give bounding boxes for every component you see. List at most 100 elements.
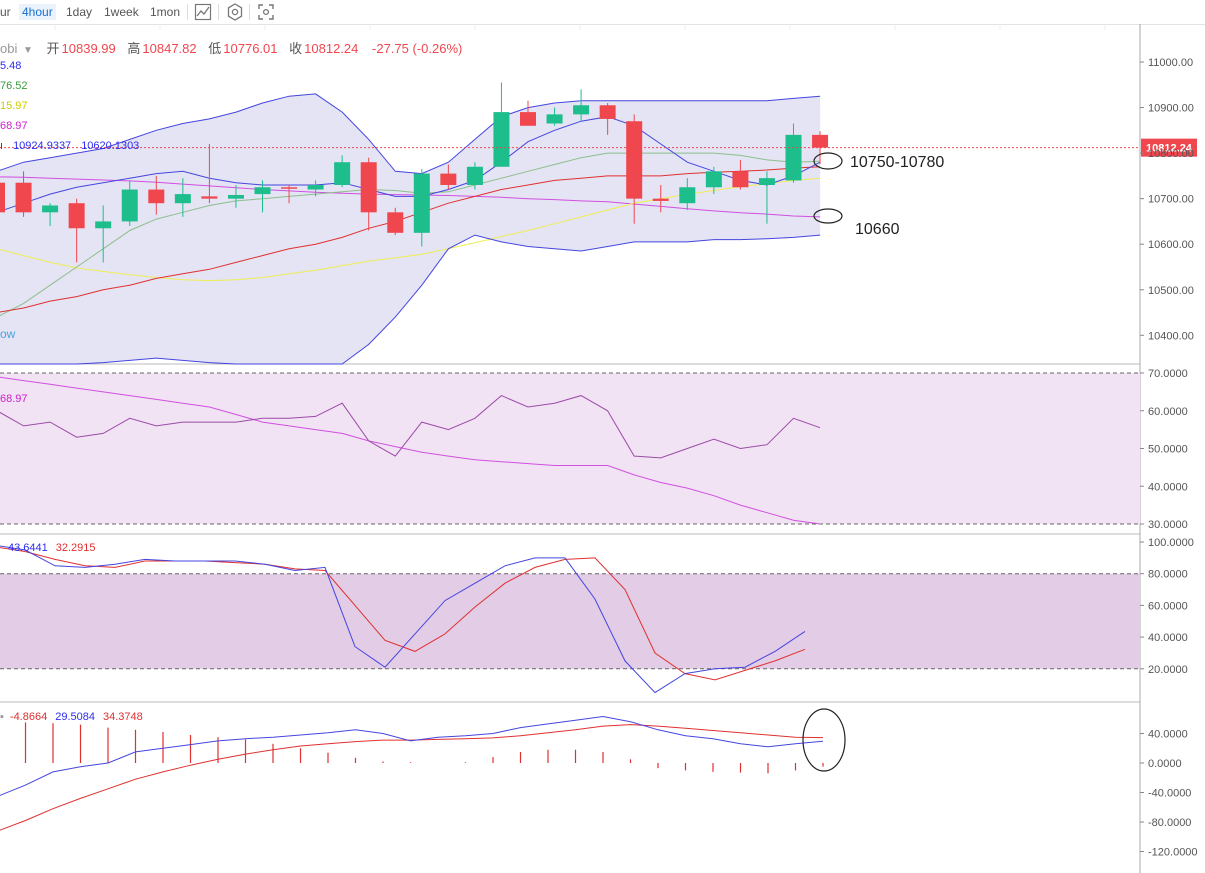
ma-legend-4: 68.97 [0, 120, 28, 132]
ma-legend-3: 15.97 [0, 100, 28, 112]
candle-body [387, 212, 404, 233]
kdj-k-value: 43.6441 [8, 542, 48, 554]
rsi-legend: 68.97 [0, 393, 28, 405]
open-label: 开 [46, 41, 60, 56]
candle-body [121, 189, 138, 222]
annotation-ellipse-macd [802, 708, 846, 772]
macd-line [0, 715, 824, 796]
macd-value-3: 34.3748 [102, 711, 143, 723]
rsi-line-slow [0, 376, 821, 525]
ma-magenta-line [0, 176, 821, 218]
timeframe-1week[interactable]: 1week [104, 5, 139, 19]
high-label: 高 [127, 41, 141, 56]
y-tick-label: 40.0000 [1148, 729, 1188, 741]
close-value: 10812.24 [304, 41, 359, 56]
macd-value-1: -4.8664 [9, 711, 48, 723]
settings-icon[interactable] [226, 3, 244, 21]
toolbar-divider [218, 4, 219, 20]
candle-body [227, 195, 244, 199]
timeframe-hour[interactable]: ur [0, 5, 11, 19]
annotation-ellipse-upper [813, 152, 843, 170]
close-label: 收 [289, 41, 303, 56]
toolbar-divider [249, 4, 250, 20]
y-tick-label: 10800.00 [1148, 148, 1194, 160]
y-tick-label: 10500.00 [1148, 285, 1194, 297]
kdj-d-value: 32.2915 [55, 542, 96, 554]
open-value: 10839.99 [61, 41, 116, 56]
macd-legend: ▪ -4.8664 29.5084 34.3748 [0, 711, 143, 723]
low-label: 低 [208, 41, 222, 56]
y-tick-label: 60.0000 [1148, 406, 1188, 418]
y-tick-label: 10700.00 [1148, 194, 1194, 206]
line-chart-icon[interactable] [194, 3, 212, 21]
price-tag-bg [1141, 138, 1197, 157]
timeframe-1mon[interactable]: 1mon [150, 5, 181, 19]
boll-upper-value: 10924.9337 [13, 140, 72, 152]
toolbar: ur 4hour 1day 1week 1mon [0, 0, 1205, 25]
symbol-fragment: obi [0, 41, 18, 56]
y-tick-label: -120.0000 [1148, 847, 1198, 859]
macd-signal-line [0, 724, 824, 831]
y-tick-label: 80.0000 [1148, 569, 1188, 581]
timeframe-4hour[interactable]: 4hour [19, 4, 56, 20]
y-tick-label: 40.0000 [1148, 632, 1188, 644]
y-tick-label: -40.0000 [1148, 788, 1191, 800]
candle-body [758, 178, 775, 185]
candle-body [334, 162, 351, 185]
ma-green-line [0, 152, 821, 317]
rsi-band-fill [0, 373, 1140, 524]
candle-body [546, 114, 563, 124]
candle-body [0, 182, 5, 213]
boll-lower-value: 10620.1303 [81, 140, 140, 152]
candle-body [413, 173, 430, 233]
y-tick-label: -80.0000 [1148, 817, 1191, 829]
candle-body [705, 171, 722, 188]
candle-body [95, 221, 112, 229]
y-tick-label: 11000.00 [1148, 57, 1193, 69]
y-tick-label: 10400.00 [1148, 330, 1194, 342]
candle-body [254, 187, 271, 195]
boll-legend: ı 10924.9337 10620.1303 [0, 140, 140, 152]
kdj-band-fill [0, 573, 1140, 669]
candle-body [785, 134, 802, 181]
ma-red-line [0, 166, 821, 313]
candle-body [599, 105, 616, 119]
candle-body [573, 105, 590, 115]
bollinger-mid-line [0, 116, 821, 212]
fullscreen-icon[interactable] [257, 3, 275, 21]
candle-body [68, 203, 85, 229]
chart-area[interactable]: 10812.24 11000.00 10900.00 10800.00 10700.00… [0, 24, 1205, 873]
macd-value-2: 29.5084 [55, 711, 95, 723]
candle-body [174, 194, 191, 204]
candle-body [360, 162, 377, 213]
candle-body [281, 187, 298, 189]
y-tick-label: 40.0000 [1148, 481, 1188, 493]
candle-body [201, 196, 218, 199]
kdj-k-line [0, 545, 806, 694]
annotation-upper: 10750-10780 [850, 154, 945, 171]
low-value: 10776.01 [223, 41, 278, 56]
legend-fragment: ow [0, 327, 16, 341]
ma-legend-2: 76.52 [0, 80, 28, 92]
price-tag-label: 10812.24 [1146, 143, 1193, 155]
y-tick-label: 60.0000 [1148, 600, 1188, 612]
y-tick-label: 10600.00 [1148, 239, 1194, 251]
kdj-legend: 43.6441 32.2915 [8, 542, 96, 554]
y-tick-label: 100.0000 [1148, 537, 1194, 549]
timeframe-1day[interactable]: 1day [66, 5, 93, 19]
bollinger-lower-line [0, 234, 821, 365]
candle-body [493, 112, 510, 167]
change-value: -27.75 (-0.26%) [372, 41, 463, 56]
rsi-line-fast [0, 395, 821, 459]
candle-body [626, 121, 643, 199]
candle-body [679, 187, 696, 204]
candle-body [307, 184, 324, 190]
bollinger-upper-line [0, 93, 821, 175]
ohlc-header: obi ▼ 开 10839.99 高 10847.82 低 10776.01 收 108… [0, 38, 464, 57]
candle-body [15, 182, 32, 213]
y-tick-label: 50.0000 [1148, 444, 1188, 456]
y-tick-label: 20.0000 [1148, 664, 1188, 676]
chevron-down-icon[interactable]: ▼ [22, 45, 33, 56]
annotation-ellipse-lower [813, 208, 843, 224]
candle-body [466, 166, 483, 185]
